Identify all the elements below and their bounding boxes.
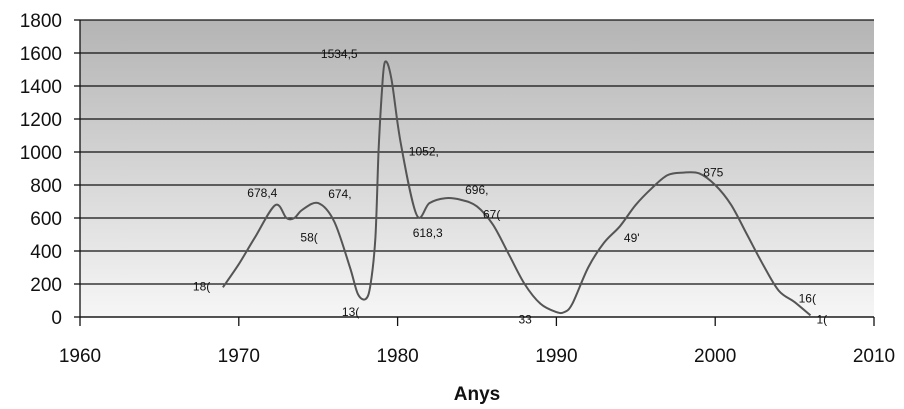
- data-label-9: 67(: [483, 207, 500, 221]
- x-tick-label-2: 1980: [376, 346, 418, 367]
- data-label-5: 1534,5: [321, 47, 358, 61]
- data-label-7: 618,3: [413, 226, 443, 240]
- x-tick-label-1: 1970: [218, 346, 260, 367]
- y-tick-label-6: 1200: [20, 110, 62, 131]
- y-tick-label-3: 600: [30, 209, 62, 230]
- y-axis-tick-labels: 0 200 400 600 800 1000 1200 1400 1600 1800: [20, 11, 62, 329]
- axes: [74, 19, 875, 326]
- y-tick-label-0: 0: [51, 308, 62, 329]
- x-axis-tick-labels: 1960 1970 1980 1990 2000 2010: [59, 346, 895, 367]
- x-axis-title: Anys: [454, 384, 500, 405]
- y-tick-label-4: 800: [30, 176, 62, 197]
- y-tick-label-5: 1000: [20, 143, 62, 164]
- data-label-8: 696,: [465, 183, 488, 197]
- x-tick-label-3: 1990: [535, 346, 577, 367]
- data-label-4: 13(: [342, 305, 359, 319]
- x-tick-label-4: 2000: [694, 346, 736, 367]
- y-tick-label-1: 200: [30, 275, 62, 296]
- y-tick-label-7: 1400: [20, 77, 62, 98]
- data-label-11: 49': [624, 231, 640, 245]
- y-tick-label-9: 1800: [20, 11, 62, 32]
- data-label-14: 1(: [817, 312, 828, 326]
- series-line: [222, 60, 812, 317]
- x-tick-label-5: 2010: [853, 346, 895, 367]
- data-label-6: 1052,: [409, 144, 439, 158]
- plot-area: [80, 20, 874, 317]
- data-labels: 18( 678,4 58( 674, 13( 1534,5 1052, 618,3 696, 67…: [193, 47, 827, 327]
- x-tick-label-0: 1960: [59, 346, 101, 367]
- data-label-13: 16(: [799, 292, 816, 306]
- data-label-10: 33: [519, 313, 533, 327]
- y-tick-label-2: 400: [30, 242, 62, 263]
- y-tick-label-8: 1600: [20, 44, 62, 65]
- data-label-0: 18(: [193, 279, 210, 293]
- data-label-3: 674,: [328, 187, 351, 201]
- gridlines: [80, 19, 874, 318]
- data-label-1: 678,4: [247, 186, 277, 200]
- data-label-2: 58(: [300, 230, 317, 244]
- data-label-12: 875: [703, 166, 723, 180]
